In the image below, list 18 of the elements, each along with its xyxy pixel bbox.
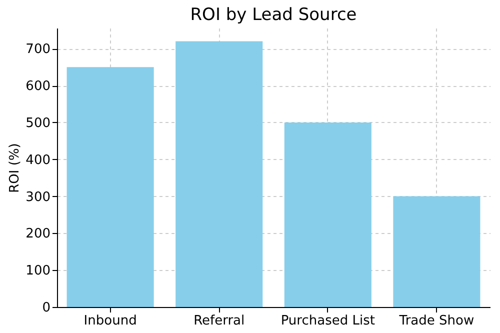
x-tick-label: Inbound	[84, 314, 137, 328]
y-tick-label: 300	[26, 190, 50, 205]
bar	[393, 196, 480, 307]
x-tick-label: Referral	[194, 314, 245, 328]
x-tick-label: Trade Show	[398, 314, 474, 328]
y-tick-label: 700	[26, 42, 50, 58]
bar	[284, 122, 372, 307]
x-tick-label: Purchased List	[280, 314, 375, 328]
y-tick-label: 100	[26, 264, 50, 279]
y-tick-label: 500	[26, 116, 50, 131]
y-tick-label: 400	[26, 152, 50, 168]
bar	[66, 67, 154, 307]
y-axis-title: ROI (%)	[8, 143, 23, 193]
y-tick-label: 200	[26, 226, 50, 242]
y-tick-label: 600	[26, 79, 50, 94]
chart-title: ROI by Lead Source	[190, 5, 357, 25]
y-tick-label: 0	[42, 300, 50, 316]
bar	[176, 41, 263, 307]
